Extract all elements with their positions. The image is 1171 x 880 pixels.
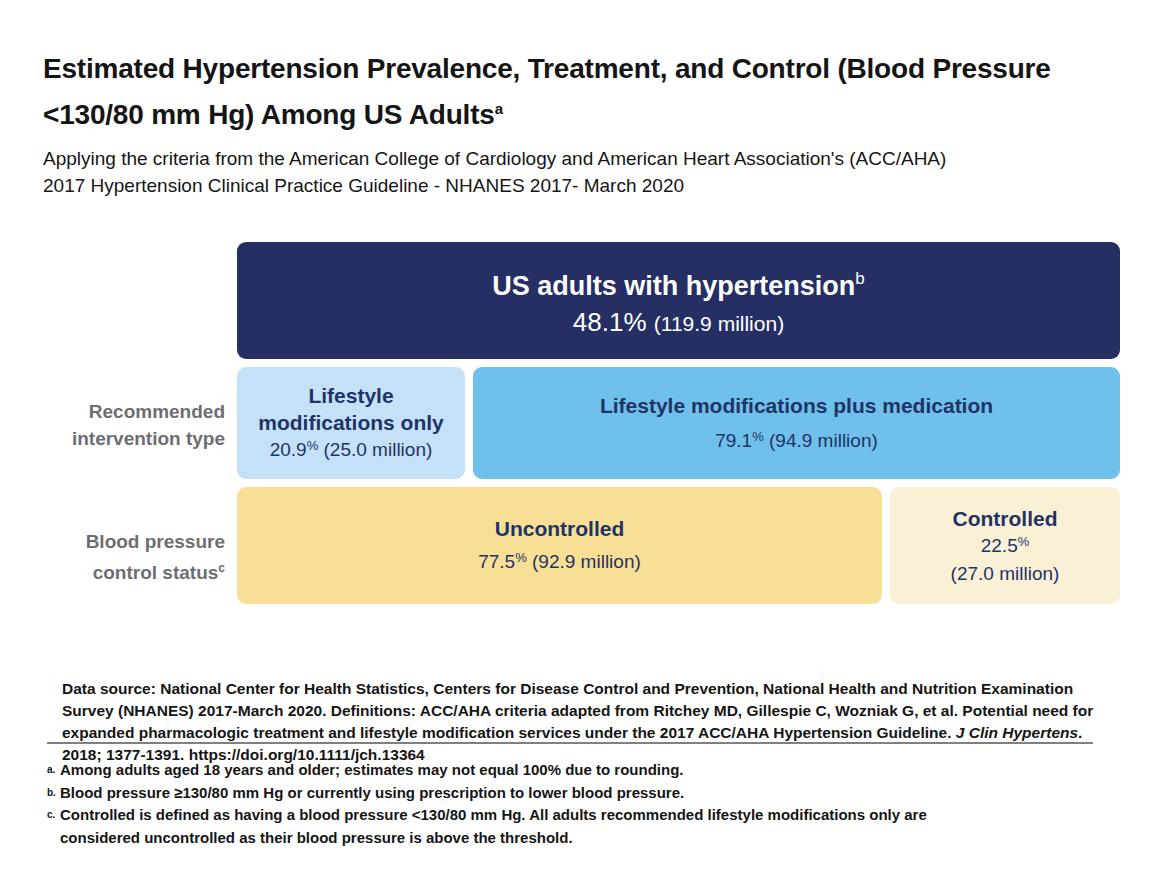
box-lifestyle-plus-medication: Lifestyle modifications plus medication … xyxy=(473,367,1120,479)
box-uncontrolled: Uncontrolled 77.5% (92.9 million) xyxy=(237,487,882,604)
hypertension-infographic: Estimated Hypertension Prevalence, Treat… xyxy=(0,0,1171,880)
row-total: US adults with hypertensionb 48.1% (119.… xyxy=(237,242,1120,359)
title-footnote-mark: a xyxy=(495,100,503,117)
row-intervention: Lifestyle modifications only 20.9% (25.0… xyxy=(237,367,1120,479)
footnotes: a. Among adults aged 18 years and older; … xyxy=(47,759,997,849)
uncontrolled-millions: (92.9 million) xyxy=(532,551,641,572)
box-lifestyle-only-title: Lifestyle modifications only xyxy=(243,382,459,436)
control-status-footnote-mark: c xyxy=(218,561,225,575)
controlled-percent: 22.5 xyxy=(981,535,1018,556)
footnote-b: b.Blood pressure ≥130/80 mm Hg or curren… xyxy=(47,782,997,805)
percent-sign: % xyxy=(307,438,319,453)
box-lifestyle-plus-medication-title: Lifestyle modifications plus medication xyxy=(600,392,993,419)
box-us-adults-title: US adults with hypertensionb xyxy=(492,264,865,302)
box-controlled-percent-line: 22.5% xyxy=(981,533,1030,560)
percent-sign: % xyxy=(1018,534,1030,549)
data-source-note: Data source: National Center for Health … xyxy=(62,678,1120,766)
box-controlled: Controlled 22.5% (27.0 million) xyxy=(890,487,1120,604)
box-us-adults-name: US adults with hypertension xyxy=(492,271,855,301)
data-source-text: Data source: National Center for Health … xyxy=(62,680,1093,741)
box-lifestyle-only: Lifestyle modifications only 20.9% (25.0… xyxy=(237,367,465,479)
box-controlled-title: Controlled xyxy=(953,505,1058,532)
footnote-a: a. Among adults aged 18 years and older; … xyxy=(47,759,997,782)
footnote-b-text: Blood pressure ≥130/80 mm Hg or currentl… xyxy=(60,784,684,801)
box-us-adults-value: 48.1% (119.9 million) xyxy=(573,307,784,338)
lifestyle-plus-medication-percent: 79.1 xyxy=(715,430,752,451)
row-control-status: Uncontrolled 77.5% (92.9 million) Contro… xyxy=(237,487,1120,604)
box-lifestyle-only-value: 20.9% (25.0 million) xyxy=(270,437,433,464)
lifestyle-plus-medication-millions: (94.9 million) xyxy=(769,430,878,451)
footnote-c-marker: c. xyxy=(47,804,55,827)
footnote-b-marker: b. xyxy=(47,782,56,805)
lifestyle-only-millions: (25.0 million) xyxy=(324,439,433,460)
footnote-divider xyxy=(47,742,1093,744)
percent-sign: % xyxy=(515,550,527,565)
box-uncontrolled-title: Uncontrolled xyxy=(495,515,625,542)
lifestyle-only-percent: 20.9 xyxy=(270,439,307,460)
uncontrolled-percent: 77.5 xyxy=(478,551,515,572)
footnote-a-marker: a. xyxy=(47,759,55,782)
footnote-c: c.Controlled is defined as having a bloo… xyxy=(47,804,997,849)
row-label-control-status-text: Blood pressure control status xyxy=(86,531,225,583)
us-adults-percent: 48.1 xyxy=(573,307,624,337)
box-lifestyle-plus-medication-value: 79.1% (94.9 million) xyxy=(715,428,878,455)
subtitle: Applying the criteria from the American … xyxy=(43,145,993,199)
breakdown-chart: US adults with hypertensionb 48.1% (119.… xyxy=(237,242,1120,604)
page-title: Estimated Hypertension Prevalence, Treat… xyxy=(43,49,1148,135)
box-uncontrolled-value: 77.5% (92.9 million) xyxy=(478,549,641,576)
page-title-text: Estimated Hypertension Prevalence, Treat… xyxy=(43,53,1051,130)
footnote-c-text: Controlled is defined as having a blood … xyxy=(60,806,927,846)
row-label-control-status: Blood pressure control statusc xyxy=(30,528,225,586)
row-label-intervention-type: Recommended intervention type xyxy=(30,398,225,452)
us-adults-millions: (119.9 million) xyxy=(654,312,784,335)
box-us-adults-hypertension: US adults with hypertensionb 48.1% (119.… xyxy=(237,242,1120,359)
box-controlled-millions-line: (27.0 million) xyxy=(951,561,1060,586)
percent-sign: % xyxy=(623,307,646,337)
footnote-a-text: Among adults aged 18 years and older; es… xyxy=(60,761,683,778)
journal-name: J Clin Hypertens xyxy=(956,724,1078,741)
us-adults-footnote-mark: b xyxy=(855,269,864,288)
percent-sign: % xyxy=(752,429,764,444)
